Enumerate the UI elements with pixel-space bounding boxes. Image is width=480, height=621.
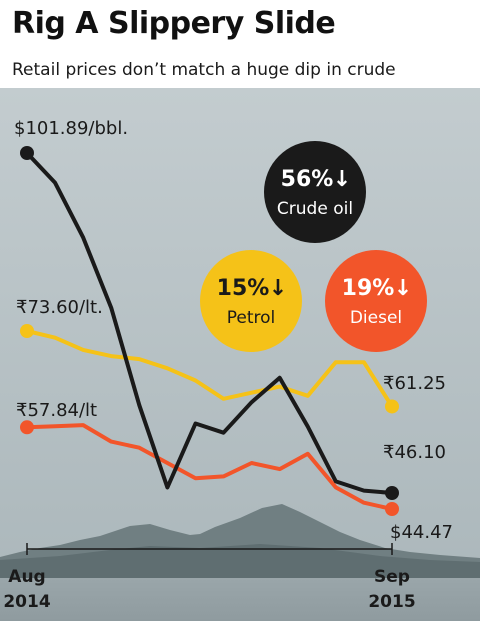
x-tick-label-year: 2014	[3, 592, 50, 612]
badge-diesel	[325, 250, 427, 352]
series-line-petrol	[25, 329, 394, 409]
badge-percent: 15%	[217, 276, 270, 301]
end-value-label: ₹46.10	[383, 442, 446, 463]
x-tick-label-month: Sep	[374, 567, 410, 587]
series-start-point	[20, 146, 34, 160]
series-start-point	[20, 420, 34, 435]
down-arrow-icon: ↓	[333, 167, 351, 192]
end-value-label: $44.47	[390, 522, 453, 543]
down-arrow-icon: ↓	[394, 276, 412, 301]
down-arrow-icon: ↓	[269, 276, 287, 301]
badge-label: Diesel	[350, 308, 402, 328]
badge-crude-oil	[264, 141, 366, 243]
chart-subtitle: Retail prices don’t match a huge dip in …	[12, 60, 396, 80]
badge-percent: 19%	[342, 276, 395, 301]
series-line-crude-oil	[25, 151, 394, 495]
series-end-point	[385, 502, 399, 516]
near-hills	[0, 544, 480, 580]
series-end-point	[385, 399, 399, 414]
line-chart: Aug 2014 Sep 2015 $101.89/bbl. ₹46.10 ₹73.60/…	[0, 88, 480, 621]
series-end-point	[385, 486, 399, 500]
badge-percent: 56%	[281, 167, 334, 192]
start-value-label: $101.89/bbl.	[14, 118, 128, 139]
badge-label: Crude oil	[277, 199, 353, 219]
end-value-label: ₹61.25	[383, 373, 446, 394]
series-start-point	[20, 324, 34, 338]
badge-petrol	[200, 250, 302, 352]
start-value-label: ₹57.84/lt	[16, 400, 97, 421]
x-tick-label-year: 2015	[368, 592, 415, 612]
x-tick-label-month: Aug	[8, 567, 45, 587]
chart-title: Rig A Slippery Slide	[12, 6, 336, 41]
sea	[0, 578, 480, 621]
series-line-diesel	[25, 423, 394, 511]
badge-label: Petrol	[227, 308, 276, 328]
start-value-label: ₹73.60/lt.	[16, 297, 103, 318]
